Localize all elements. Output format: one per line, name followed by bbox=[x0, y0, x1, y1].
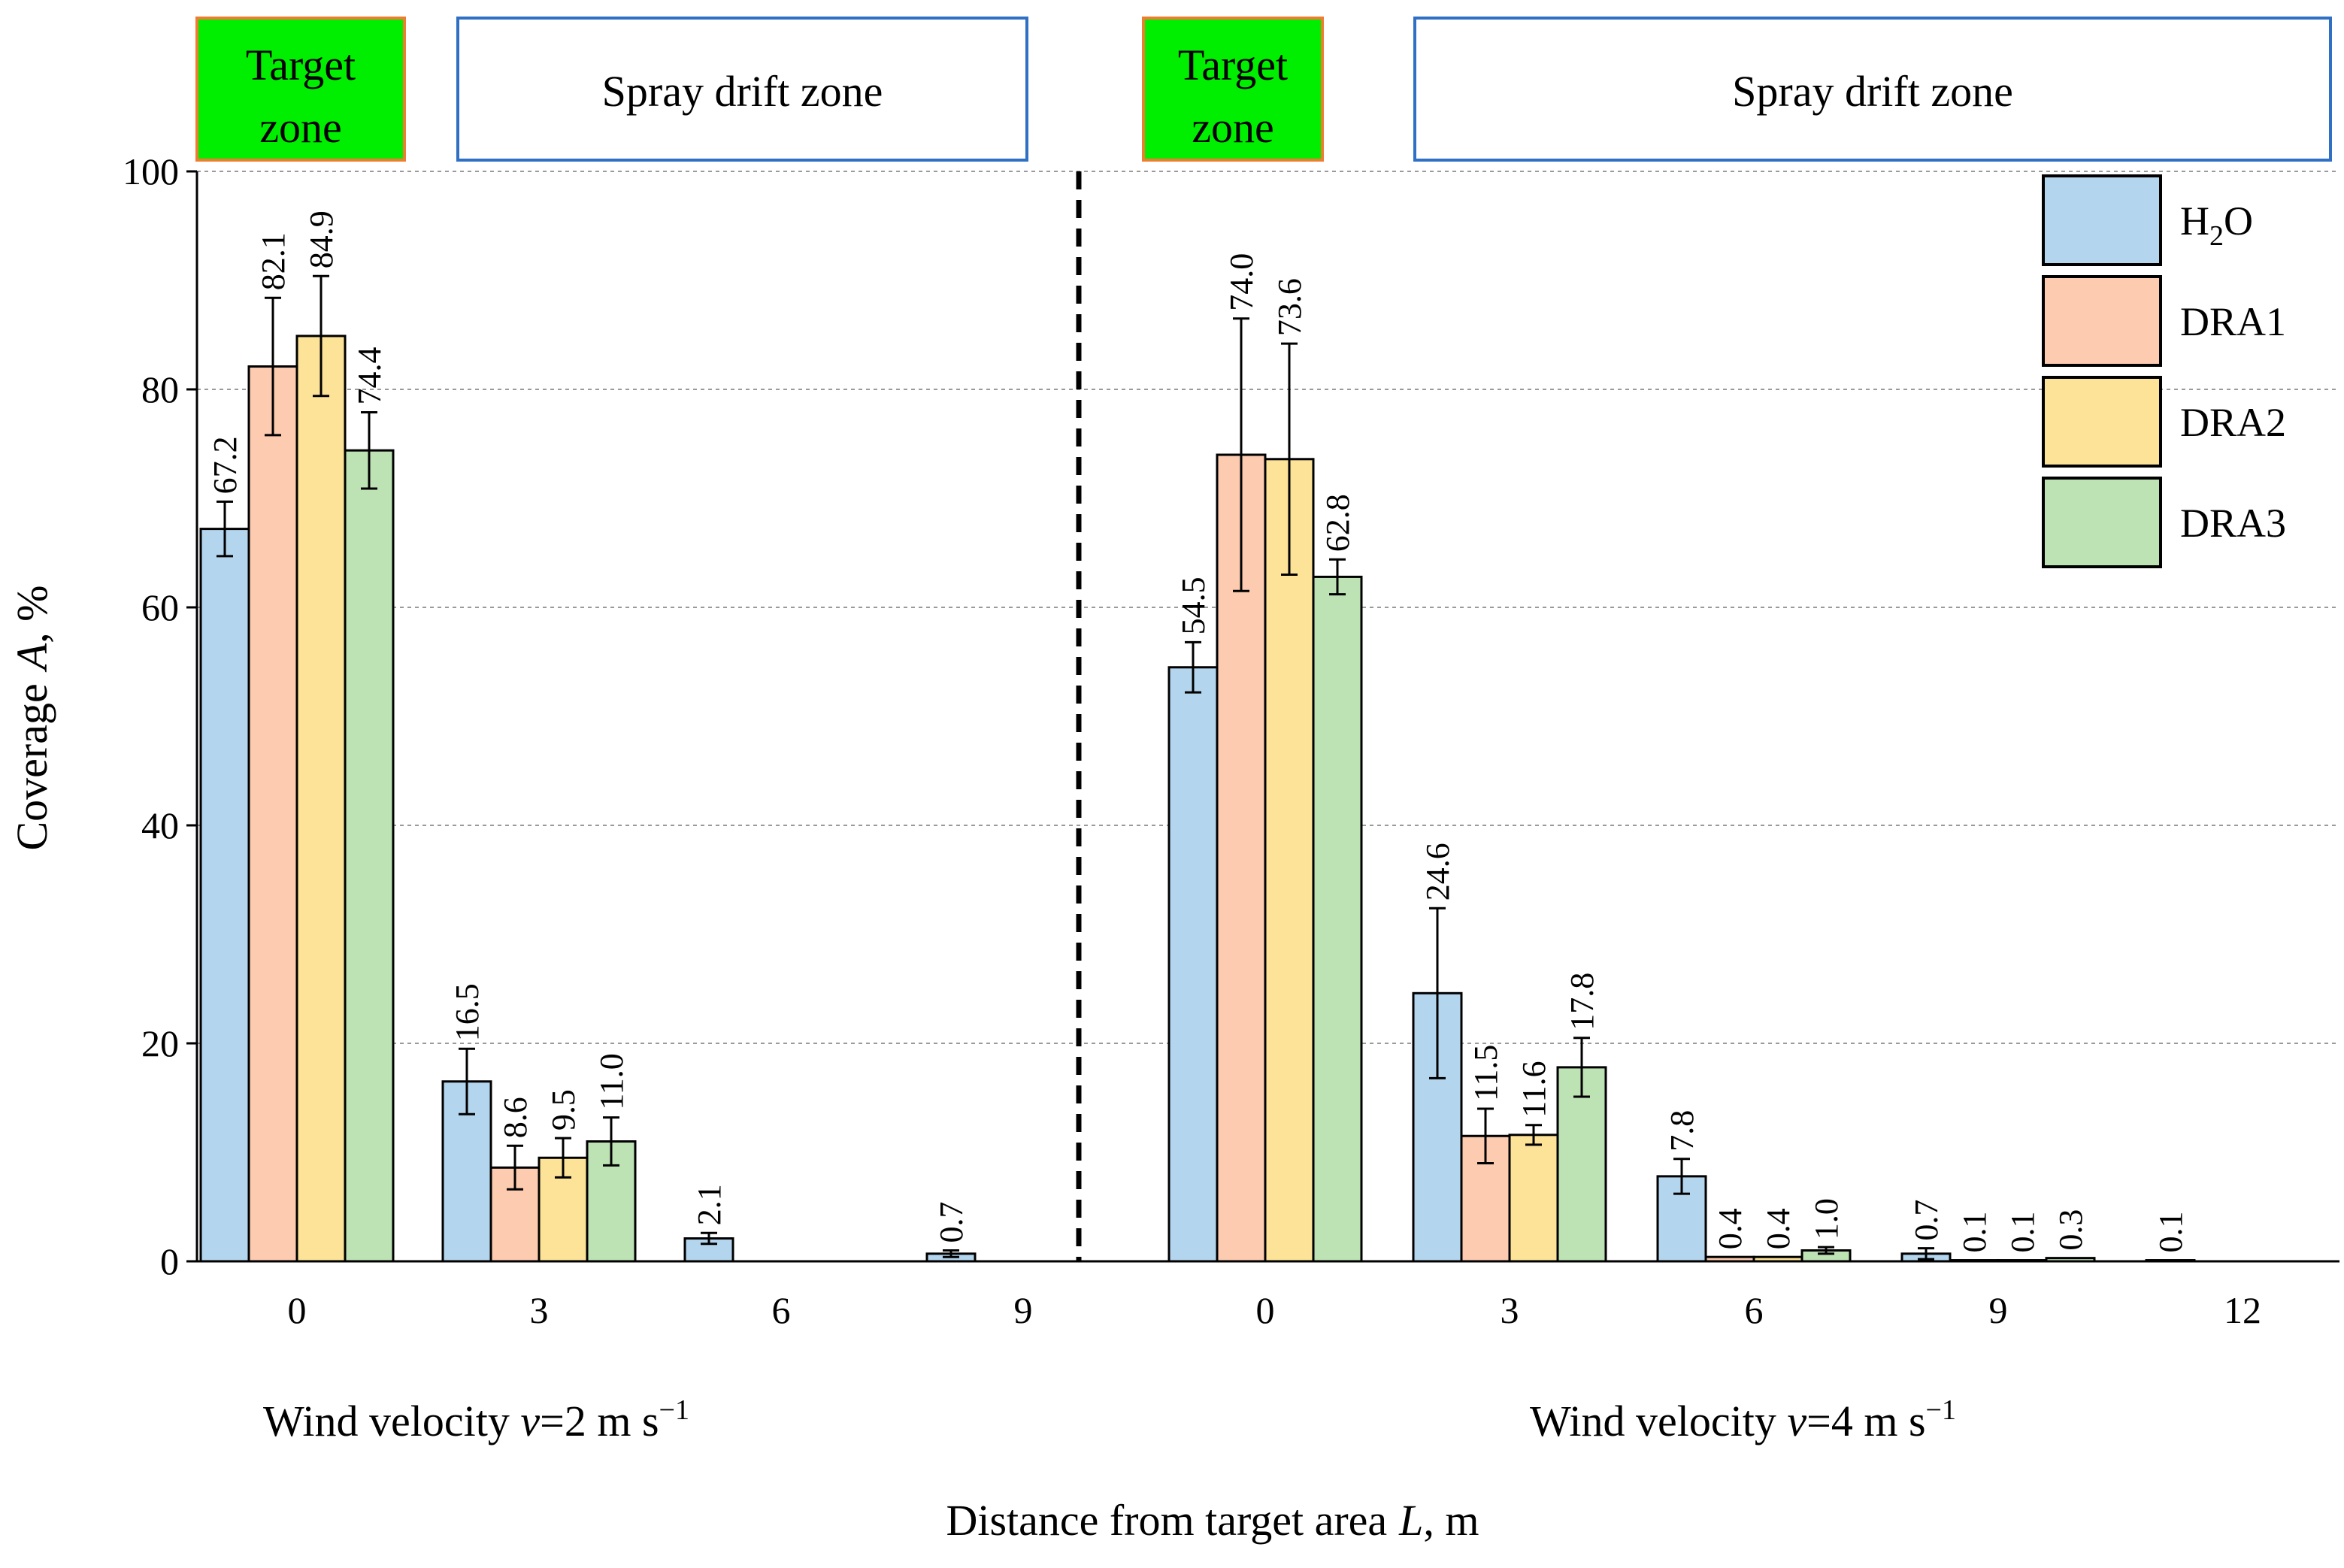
data-label: 11.0 bbox=[593, 1053, 630, 1109]
x-tick-label: 12 bbox=[2224, 1289, 2261, 1331]
legend-label-dra2: DRA2 bbox=[2180, 400, 2286, 445]
data-label: 11.6 bbox=[1516, 1061, 1552, 1117]
y-title-text: Coverage bbox=[8, 683, 56, 850]
data-labels: 67.2 82.1 84.9 74.4 16.5 8.6 9.5 11.0 2.1 0.7 54.5… bbox=[207, 210, 2189, 1252]
legend-label-subscript: 2 bbox=[2209, 220, 2224, 252]
data-label: 7.8 bbox=[1664, 1110, 1700, 1152]
zone-label: Spray drift zone bbox=[1732, 67, 2013, 116]
zone-label-line1: Target bbox=[246, 41, 356, 89]
data-label: 0.3 bbox=[2052, 1209, 2089, 1251]
x-tick-label: 0 bbox=[288, 1289, 307, 1331]
data-label: 73.6 bbox=[1271, 278, 1308, 336]
x-title-var: L bbox=[1398, 1496, 1423, 1545]
legend-swatch-dra3 bbox=[2042, 477, 2162, 568]
data-label: 84.9 bbox=[303, 210, 340, 268]
zone-header: Target zone Spray drift zone Target zone Spra… bbox=[195, 17, 2332, 162]
x-tick-label: 3 bbox=[530, 1289, 549, 1331]
wind-velocity-label: Wind velocity v=2 m s−1 bbox=[263, 1394, 689, 1445]
data-label: 0.1 bbox=[2004, 1212, 2041, 1253]
legend-swatch-dra2 bbox=[2042, 376, 2162, 468]
data-label: 9.5 bbox=[545, 1089, 582, 1131]
wind-label-prefix: Wind velocity bbox=[263, 1397, 520, 1445]
bar-dra2 bbox=[295, 334, 347, 1263]
zone-label-line1: Target bbox=[1178, 41, 1288, 89]
data-label: 54.5 bbox=[1175, 577, 1212, 634]
wind-label-exponent: −1 bbox=[1926, 1394, 1956, 1426]
y-tick-label: 60 bbox=[141, 586, 179, 628]
x-tick-label: 0 bbox=[1256, 1289, 1275, 1331]
data-label: 62.8 bbox=[1319, 494, 1356, 552]
wind-label-value: =2 m s bbox=[540, 1397, 659, 1445]
zone-label: Spray drift zone bbox=[602, 67, 883, 116]
bar-h2o bbox=[1167, 666, 1219, 1263]
data-label: 0.1 bbox=[2152, 1212, 2189, 1253]
legend-label-main: H bbox=[2180, 198, 2209, 244]
data-label: 24.6 bbox=[1419, 843, 1456, 901]
legend-swatch-h2o bbox=[2042, 174, 2162, 266]
data-label: 17.8 bbox=[1564, 973, 1601, 1031]
legend-label-h2o: H2O bbox=[2180, 198, 2253, 252]
y-tick-label: 20 bbox=[141, 1022, 179, 1064]
data-label: 0.7 bbox=[1908, 1200, 1945, 1241]
wind-velocity-label: Wind velocity v=4 m s−1 bbox=[1530, 1394, 1956, 1445]
data-label: 0.4 bbox=[1760, 1208, 1797, 1249]
wind-label-prefix: Wind velocity bbox=[1530, 1397, 1787, 1445]
bar-dra3 bbox=[344, 449, 395, 1263]
x-title-unit: , m bbox=[1423, 1496, 1479, 1545]
x-tick-label: 9 bbox=[1989, 1289, 2008, 1331]
target-zone-box bbox=[195, 17, 406, 162]
wind-label-value: =4 m s bbox=[1806, 1397, 1925, 1445]
data-label: 74.4 bbox=[351, 347, 388, 404]
legend-label-tail: O bbox=[2224, 198, 2253, 244]
bar-dra1 bbox=[247, 365, 298, 1263]
x-tick-label: 6 bbox=[772, 1289, 791, 1331]
y-title-var: A bbox=[8, 643, 56, 673]
data-label: 16.5 bbox=[449, 983, 486, 1041]
data-label: 0.7 bbox=[933, 1202, 970, 1243]
data-label: 8.6 bbox=[497, 1097, 534, 1138]
y-tick-label: 100 bbox=[123, 150, 179, 192]
x-axis-title: Distance from target area L, m bbox=[946, 1496, 1479, 1545]
y-tick-label: 80 bbox=[141, 368, 179, 410]
data-label: 2.1 bbox=[691, 1184, 728, 1225]
data-label: 0.4 bbox=[1712, 1208, 1749, 1249]
legend-swatch-dra1 bbox=[2042, 275, 2162, 367]
data-label: 0.1 bbox=[1956, 1212, 1993, 1253]
data-label: 1.0 bbox=[1808, 1198, 1845, 1240]
wind-label-exponent: −1 bbox=[659, 1394, 689, 1426]
x-tick-label: 6 bbox=[1745, 1289, 1764, 1331]
legend: H2O DRA1 DRA2 DRA3 bbox=[2042, 174, 2286, 568]
bar-dra2 bbox=[1508, 1134, 1559, 1263]
data-label: 67.2 bbox=[207, 436, 244, 494]
bar-dra3 bbox=[1312, 575, 1363, 1263]
x-tick-label: 9 bbox=[1014, 1289, 1033, 1331]
zone-label-line2: zone bbox=[259, 103, 342, 152]
zone-label-line2: zone bbox=[1192, 103, 1274, 152]
y-axis-title: Coverage A, % bbox=[8, 586, 56, 851]
legend-label-dra1: DRA1 bbox=[2180, 299, 2286, 344]
y-tick-label: 0 bbox=[160, 1240, 179, 1282]
bar-dra2 bbox=[1264, 458, 1315, 1263]
bar-h2o bbox=[199, 528, 250, 1263]
legend-label-dra3: DRA3 bbox=[2180, 501, 2286, 546]
x-title-text: Distance from target area bbox=[946, 1496, 1387, 1545]
y-tick-label: 40 bbox=[141, 804, 179, 846]
data-label: 74.0 bbox=[1223, 253, 1260, 311]
data-label: 82.1 bbox=[255, 232, 292, 290]
x-tick-label: 3 bbox=[1501, 1289, 1519, 1331]
spray-drift-zone-box bbox=[456, 17, 1028, 162]
wind-label-var: v bbox=[1787, 1397, 1806, 1445]
y-title-unit: , % bbox=[8, 586, 56, 643]
data-label: 11.5 bbox=[1467, 1045, 1504, 1101]
wind-label-var: v bbox=[520, 1397, 540, 1445]
target-zone-box bbox=[1142, 17, 1324, 162]
spray-drift-zone-box bbox=[1413, 17, 2332, 162]
